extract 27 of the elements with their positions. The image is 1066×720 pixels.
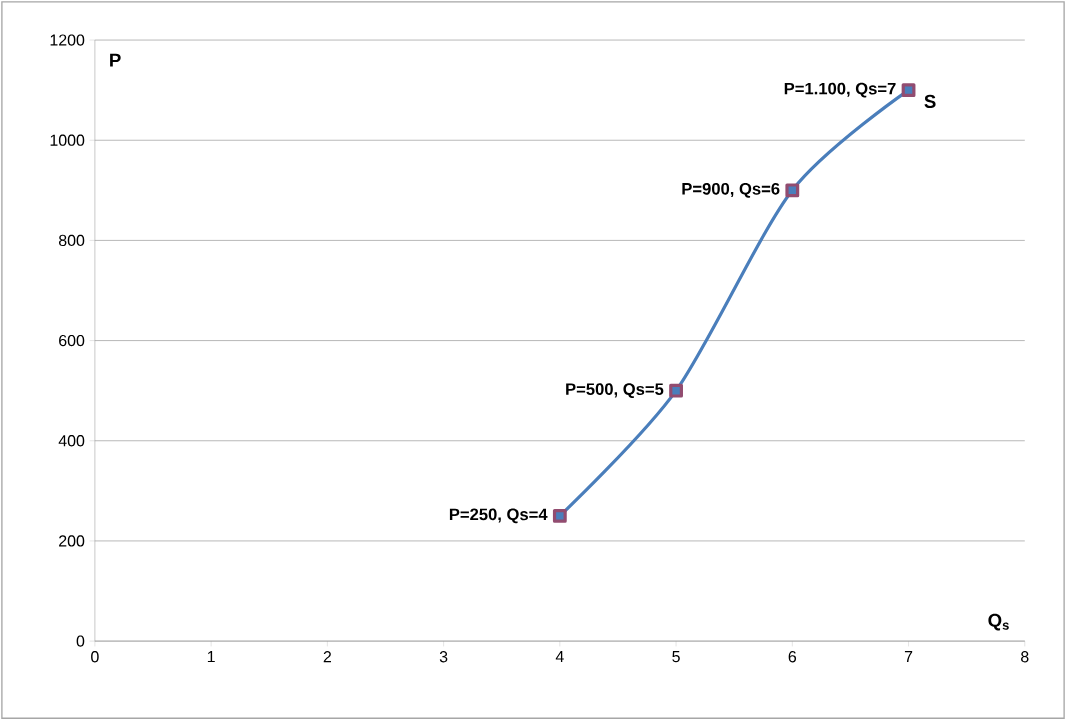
point — [901, 83, 916, 98]
x-tick-label: 2 — [323, 651, 331, 663]
annotation: P=500, Qs=5 — [566, 383, 664, 399]
y-tick-label: 1000 — [50, 134, 85, 146]
y-tick-label: 200 — [59, 535, 85, 547]
annotation: P=250, Qs=4 — [449, 508, 548, 524]
x-tick-label: 7 — [904, 651, 913, 663]
series-label: S — [924, 94, 936, 108]
x-axis-title: Q$_{s}$ — [988, 613, 1009, 631]
y-tick-label: 0 — [76, 635, 85, 647]
y-tick-label: 600 — [59, 334, 85, 347]
x-tick-label: 6 — [788, 651, 797, 663]
y-tick-label: 400 — [58, 435, 85, 447]
x-tick-label: 8 — [1021, 651, 1029, 663]
x-tick-label: 1 — [207, 651, 215, 663]
x-tick-label: 0 — [91, 651, 99, 663]
y-axis-title: P — [110, 53, 121, 67]
y-tick-label: 800 — [58, 234, 85, 246]
annotation: P=900, Qs=6 — [682, 182, 780, 198]
x-tick-label: 5 — [672, 651, 680, 663]
x-tick-label: 4 — [555, 651, 564, 663]
point — [785, 183, 800, 198]
point — [669, 383, 683, 398]
point — [552, 508, 567, 523]
y-tick-label: 1200 — [50, 34, 85, 46]
x-tick-label: 3 — [439, 651, 448, 663]
annotation: P=1.100, Qs=7 — [784, 82, 896, 98]
